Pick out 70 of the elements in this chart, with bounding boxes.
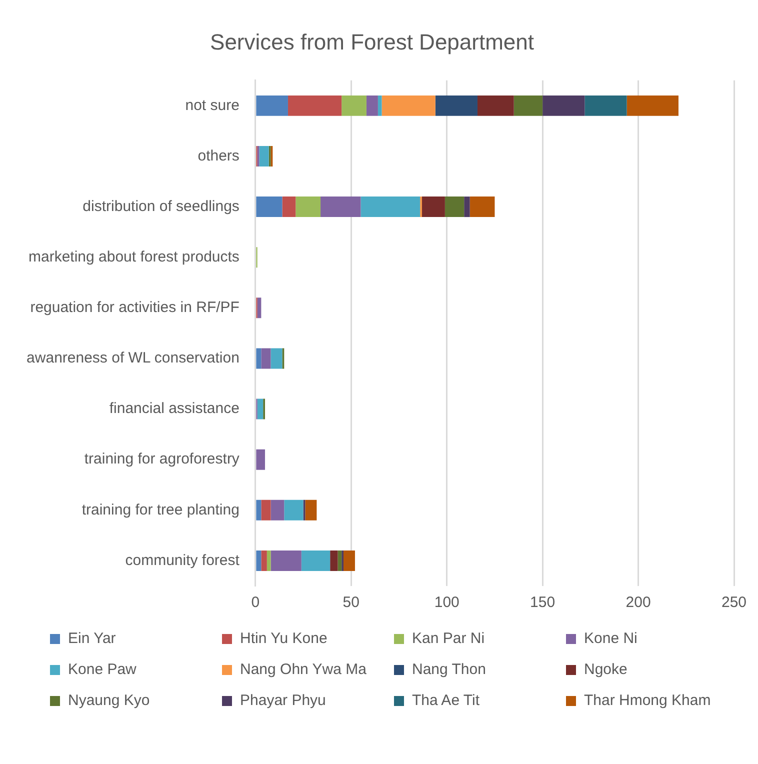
x-tick-label: 250 [721, 594, 747, 612]
bar [284, 500, 304, 520]
x-tick-label: 100 [434, 594, 460, 612]
bar [422, 196, 445, 218]
bar [301, 550, 330, 571]
legend-label: Ngoke [584, 661, 628, 678]
legend-label: Nyaung Kyo [68, 692, 150, 709]
bar [270, 348, 282, 369]
legend-label: Tha Ae Tit [412, 692, 480, 709]
bar [338, 550, 342, 571]
legend-label: Thar Hmong Kham [584, 692, 711, 709]
bar [542, 95, 585, 116]
bar [270, 500, 284, 520]
bar [256, 348, 262, 369]
bar [584, 95, 627, 116]
y-tick-label: training for tree planting [82, 501, 240, 518]
bar [261, 500, 271, 520]
bar [266, 550, 271, 571]
x-tick-label: 50 [342, 594, 360, 612]
bar [514, 95, 543, 116]
bar [259, 146, 269, 166]
bar [257, 398, 264, 420]
legend-label: Kone Paw [68, 661, 136, 678]
bar [256, 196, 282, 218]
legend-label: Ein Yar [68, 630, 116, 647]
bar [256, 500, 262, 520]
y-tick-label: financial assistance [109, 400, 240, 418]
y-tick-label: reguation for activities in RF/PF [30, 299, 240, 316]
bar [477, 95, 514, 116]
y-tick-label: marketing about forest products [28, 248, 240, 266]
bar [261, 550, 267, 571]
bar [626, 95, 678, 116]
bar [342, 95, 366, 116]
legend-label: Kan Par Ni [412, 630, 485, 647]
legend-label: Kone Ni [584, 630, 638, 647]
bar [435, 95, 478, 116]
legend-label: Nang Thon [412, 661, 486, 678]
y-tick-label: training for agroforestry [84, 450, 240, 468]
bar [470, 196, 495, 218]
y-tick-label: not sure [185, 96, 240, 114]
bar [257, 298, 262, 318]
bar [366, 95, 378, 116]
bar [256, 449, 266, 470]
y-tick-label: distribution of seedlings [82, 198, 240, 215]
bar [256, 95, 288, 116]
x-tick-label: 150 [530, 594, 556, 612]
x-tick-label: 200 [626, 594, 651, 612]
bar [343, 550, 355, 571]
chart-title: Services from Forest Department [210, 29, 534, 54]
bar [360, 196, 420, 218]
x-tick-label: 0 [251, 594, 260, 612]
y-tick-label: community forest [125, 552, 240, 569]
legend-label: Htin Yu Kone [240, 630, 328, 647]
bar [444, 196, 464, 218]
bar [378, 95, 382, 116]
y-tick-label: others [198, 147, 240, 164]
bar [305, 500, 317, 520]
bar [256, 550, 262, 571]
y-tick-label: awanreness of WL conservation [26, 350, 240, 367]
legend-label: Phayar Phyu [240, 692, 326, 709]
bar [464, 196, 470, 218]
bar [330, 550, 338, 571]
legend-label: Nang Ohn Ywa Ma [240, 661, 366, 678]
bar [282, 196, 296, 218]
bar [270, 550, 302, 571]
bar [296, 196, 321, 218]
bar [382, 95, 436, 116]
bar [261, 348, 271, 369]
bar [288, 95, 342, 116]
bar [320, 196, 361, 218]
